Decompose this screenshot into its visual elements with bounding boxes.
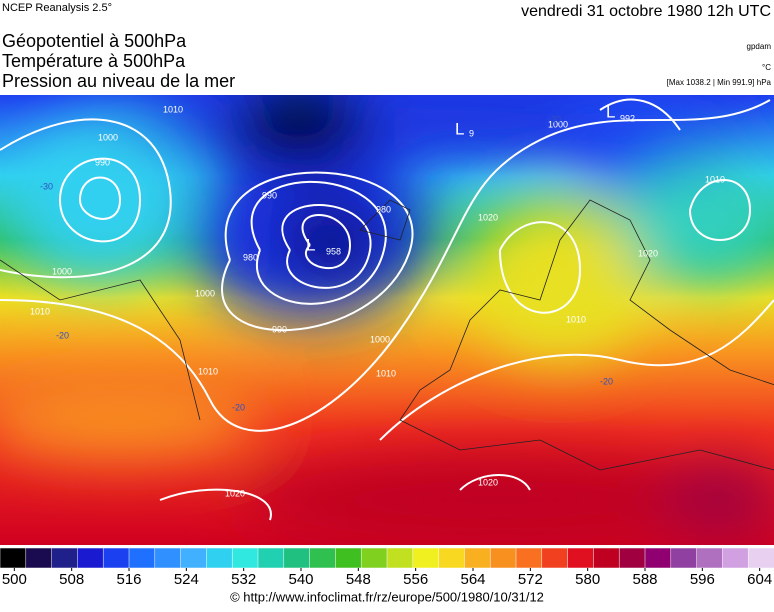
contour-label: 1000: [98, 132, 118, 142]
contour-label: 980: [376, 204, 391, 214]
color-swatch: [257, 547, 285, 569]
contour-label: 1010: [376, 368, 396, 378]
color-swatch: [102, 547, 130, 569]
color-swatch: [206, 547, 233, 569]
color-swatch: [489, 547, 517, 569]
color-swatch: [360, 547, 388, 569]
color-swatch: [670, 547, 698, 569]
color-swatch: [77, 547, 104, 569]
contour-label: 1010: [198, 366, 218, 376]
color-swatch: [747, 547, 774, 569]
contour-label: 1020: [638, 248, 658, 258]
contour-label: 990: [95, 157, 110, 167]
color-swatch: [309, 547, 337, 569]
contour-label: 990: [262, 190, 277, 200]
unit: [Max 1038.2 | Min 991.9] hPa: [667, 78, 772, 87]
date: vendredi 31 octobre 1980 12h UTC: [521, 3, 771, 20]
tick-label: 588: [632, 571, 657, 588]
color-swatch: [412, 547, 440, 569]
low-value: 992: [620, 113, 635, 123]
tick-label: 564: [460, 571, 485, 588]
header: NCEP Reanalysis 2.5° vendredi 31 octobre…: [2, 2, 772, 91]
contour-label: 1010: [705, 174, 725, 184]
unit: gpdam: [747, 42, 772, 51]
tick-label: 500: [2, 571, 27, 588]
temperature-label: -20: [232, 402, 245, 412]
source: NCEP Reanalysis 2.5°: [2, 2, 112, 14]
color-swatch: [541, 547, 569, 569]
color-swatch: [386, 547, 414, 569]
contour-label: 1000: [370, 334, 390, 344]
tick-label: 516: [116, 571, 141, 588]
tick-label: 580: [575, 571, 600, 588]
low-symbol: L: [455, 119, 464, 138]
colorbar: 500 508 516 524 532 540 548 556 564 572 580 588 596 6…: [0, 547, 774, 588]
color-swatch: [618, 547, 646, 569]
contour-label: 1010: [30, 306, 50, 316]
coastlines: [0, 199, 774, 471]
temperature-label: -30: [548, 114, 561, 124]
color-swatch: [515, 547, 543, 569]
title: Température à 500hPa: [2, 51, 186, 71]
color-swatch: [464, 547, 491, 569]
tick-label: 532: [231, 571, 256, 588]
footer: © http://www.infoclimat.fr/rz/europe/500…: [230, 589, 544, 604]
tick-label: 604: [747, 571, 772, 588]
title: Géopotentiel à 500hPa: [2, 31, 187, 51]
isobars: [0, 98, 774, 521]
low-value: 9: [469, 128, 474, 138]
contour-label: 1010: [163, 104, 183, 114]
temperature-label: -20: [600, 376, 613, 386]
color-swatch: [231, 547, 259, 569]
contour-label: 1020: [478, 477, 498, 487]
tick-label: 556: [403, 571, 428, 588]
map: [0, 95, 774, 545]
low-symbol: L: [306, 235, 315, 254]
color-swatch: [51, 547, 79, 569]
low-symbol: L: [606, 102, 615, 121]
color-swatch: [438, 547, 466, 569]
tick-label: 572: [518, 571, 543, 588]
color-swatch: [722, 547, 749, 569]
color-swatch: [567, 547, 595, 569]
contour-label: 980: [243, 252, 258, 262]
title: Pression au niveau de la mer: [2, 71, 235, 91]
contour-label: 1000: [195, 288, 215, 298]
temperature-label: -20: [56, 330, 69, 340]
tick-label: 508: [59, 571, 84, 588]
contour-label: 1010: [566, 314, 586, 324]
contour-label: 990: [272, 324, 287, 334]
color-swatch: [25, 547, 53, 569]
color-swatch: [128, 547, 156, 569]
low-value: 958: [326, 246, 341, 256]
contour-labels: 1010 1000 990 1000 1010 990 980 1000 990…: [30, 102, 725, 498]
temperature-label: -30: [40, 181, 53, 191]
color-swatch: [283, 547, 311, 569]
color-swatch: [180, 547, 208, 569]
color-swatch: [0, 547, 27, 569]
color-swatch: [154, 547, 182, 569]
tick-label: 596: [690, 571, 715, 588]
color-swatch: [696, 547, 724, 569]
color-swatch: [644, 547, 672, 569]
color-swatch: [335, 547, 362, 569]
contour-label: 1020: [225, 488, 245, 498]
contour-label: 1000: [52, 266, 72, 276]
tick-label: 548: [346, 571, 371, 588]
color-swatch: [593, 547, 620, 569]
contour-label: 1020: [478, 212, 498, 222]
tick-label: 524: [174, 571, 199, 588]
unit: °C: [762, 63, 771, 72]
contour-label: 1000: [548, 119, 568, 129]
tick-label: 540: [288, 571, 313, 588]
